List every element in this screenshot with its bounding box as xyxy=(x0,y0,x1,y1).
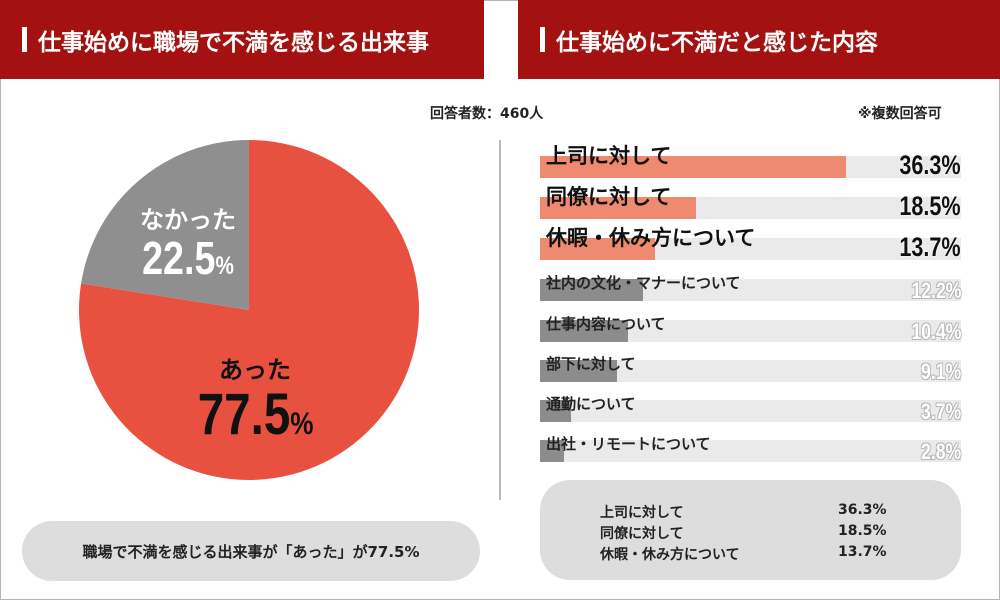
bar-label: 上司に対して xyxy=(546,144,672,168)
pie-slice-label-yes: あった xyxy=(219,356,291,384)
pie-chart xyxy=(79,140,419,480)
bar-label: 通勤について xyxy=(546,395,636,413)
bar-track xyxy=(540,440,961,462)
bar-track xyxy=(540,360,961,382)
bar-row: 通勤について 3.7% xyxy=(540,382,961,424)
bar-label: 出社・リモートについて xyxy=(546,435,711,453)
right-title-banner: 仕事始めに不満だと感じた内容 xyxy=(518,0,1000,79)
bar-label: 部下に対して xyxy=(546,355,636,373)
bar xyxy=(540,400,572,422)
summary-value: 36.3% xyxy=(838,502,887,518)
bar-label: 仕事内容について xyxy=(546,315,666,333)
left-title: 仕事始めに職場で不満を感じる出来事 xyxy=(38,29,429,56)
pie-slice-label-no: なかった xyxy=(140,206,236,234)
bar-row: 出社・リモートについて 2.8% xyxy=(540,422,961,464)
bar-value-label: 9.1% xyxy=(920,359,961,384)
pie-label-no: なかった 22.5% xyxy=(128,200,248,289)
title-bar-marker xyxy=(22,27,27,52)
summary-label: 上司に対して xyxy=(600,505,684,521)
bar-value-label: 12.2% xyxy=(911,278,961,303)
summary-label: 同僚に対して xyxy=(600,526,684,542)
title-bar-marker xyxy=(540,27,545,52)
bar xyxy=(540,320,628,342)
bar xyxy=(540,238,656,260)
bar-label: 社内の文化・マナーについて xyxy=(546,274,741,292)
bar-value-label: 13.7% xyxy=(899,232,961,262)
bar-value-label: 10.4% xyxy=(911,319,961,344)
bar-track xyxy=(540,279,961,301)
bar-row: 部下に対して 9.1% xyxy=(540,342,961,384)
panel-divider xyxy=(499,140,501,500)
bar xyxy=(540,360,617,382)
bar-row: 社内の文化・マナーについて 12.2% xyxy=(540,261,961,303)
summary-value: 13.7% xyxy=(838,544,887,560)
bar-row: 同僚に対して 18.5% xyxy=(540,179,961,221)
bar-value-label: 18.5% xyxy=(899,191,961,221)
pie-slice-no xyxy=(81,140,249,310)
bar xyxy=(540,440,564,462)
bar-track xyxy=(540,400,961,422)
bar-value-label: 2.8% xyxy=(920,439,961,464)
bar-value-label: 36.3% xyxy=(899,150,961,180)
pie-label-yes: あった 77.5% xyxy=(185,350,325,453)
respondent-count: 回答者数：460人 xyxy=(430,106,544,122)
bar xyxy=(540,197,696,219)
multiple-answers-note: ※複数回答可 xyxy=(858,106,942,122)
bar-label: 同僚に対して xyxy=(546,185,672,209)
pie-slice-value-yes: 77.5% xyxy=(197,382,314,447)
right-title: 仕事始めに不満だと感じた内容 xyxy=(556,29,878,56)
left-title-banner: 仕事始めに職場で不満を感じる出来事 xyxy=(0,0,484,79)
bar-row: 仕事内容について 10.4% xyxy=(540,302,961,344)
bar xyxy=(540,156,846,178)
pie-slice-value-no: 22.5% xyxy=(142,232,234,284)
bar-row: 上司に対して 36.3% xyxy=(540,138,961,180)
bar xyxy=(540,279,643,301)
top3-summary-box: 上司に対して 36.3% 同僚に対して 18.5% 休暇・休み方について 13.… xyxy=(540,480,961,580)
summary-label: 休暇・休み方について xyxy=(600,547,740,563)
pie-summary-callout: 職場で不満を感じる出来事が「あった」が77.5% xyxy=(22,521,480,581)
summary-value: 18.5% xyxy=(838,523,887,539)
bar-track xyxy=(540,320,961,342)
bar-label: 休暇・休み方について xyxy=(546,226,756,250)
bar-value-label: 3.7% xyxy=(920,399,961,424)
bar-row: 休暇・休み方について 13.7% xyxy=(540,220,961,262)
